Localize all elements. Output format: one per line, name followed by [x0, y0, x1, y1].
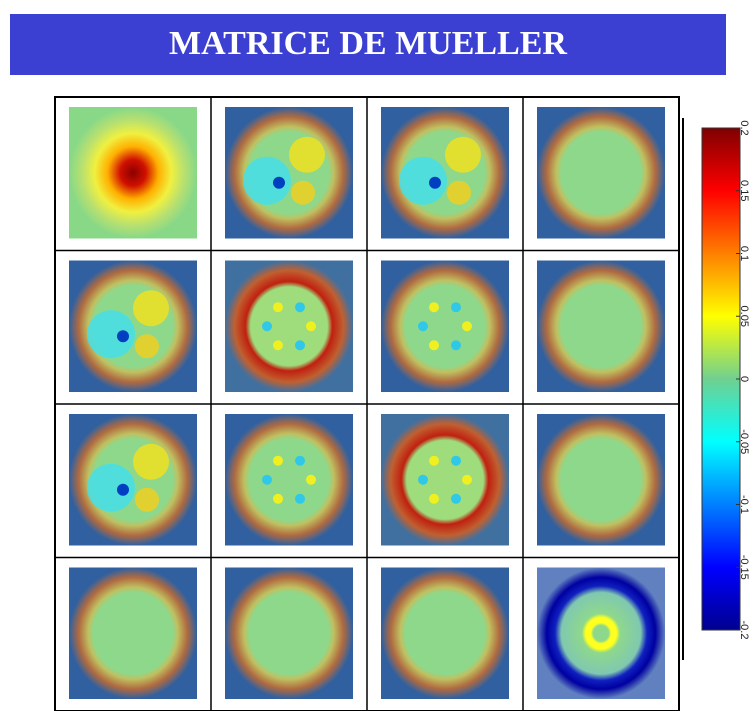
colorbar — [701, 127, 741, 631]
spot — [429, 302, 439, 313]
element-image-shade — [381, 414, 509, 546]
spot — [306, 474, 316, 485]
lobe — [133, 443, 169, 480]
lobe — [135, 487, 159, 512]
spot — [451, 455, 461, 466]
spot — [273, 493, 283, 504]
spot — [429, 340, 439, 351]
lobe — [445, 136, 481, 173]
spot — [451, 340, 461, 351]
spot — [262, 474, 272, 485]
matrix-grid — [54, 96, 680, 711]
tick-label: 0.05 — [738, 306, 750, 327]
spot — [462, 321, 472, 332]
spot — [273, 302, 283, 313]
spot — [262, 321, 272, 332]
element-image-shade — [537, 567, 665, 699]
spot — [429, 493, 439, 504]
lobe — [429, 176, 441, 189]
element-image-shade — [537, 260, 665, 392]
tick-label: -0.05 — [738, 429, 750, 454]
spot — [273, 340, 283, 351]
lobe — [135, 334, 159, 359]
element-image-shade — [225, 567, 353, 699]
element-image-shade — [225, 414, 353, 546]
title: MATRICE DE MUELLER — [169, 25, 567, 62]
tick-label: 0.2 — [738, 120, 750, 135]
tick-label: 0.1 — [738, 246, 750, 261]
spot — [451, 493, 461, 504]
element-image-shade — [225, 260, 353, 392]
lobe — [447, 180, 471, 205]
spot — [295, 302, 305, 313]
title-bar — [10, 14, 726, 75]
element-image-shade — [381, 567, 509, 699]
spot — [273, 455, 283, 466]
tick-label: -0.1 — [738, 495, 750, 514]
colorbar-ticks: 0.2 0.15 0.1 0.05 0 -0.05 -0.1 -0.15 -0.2 — [736, 120, 750, 639]
spot — [429, 455, 439, 466]
lobe — [291, 180, 315, 205]
tick-label: 0.15 — [738, 180, 750, 201]
spot — [295, 455, 305, 466]
lobe — [87, 463, 135, 512]
element-image-shade — [537, 107, 665, 239]
spot — [451, 302, 461, 313]
lobe — [117, 483, 129, 496]
element-image-shade — [69, 567, 197, 699]
spot — [295, 493, 305, 504]
lobe — [273, 176, 285, 189]
tick-label: -0.2 — [738, 621, 750, 640]
spot — [418, 321, 428, 332]
lobe — [117, 330, 129, 343]
tick-label: -0.15 — [738, 555, 750, 580]
lobe — [87, 310, 135, 359]
lobe — [289, 136, 325, 173]
element-image-shade — [381, 260, 509, 392]
spot — [418, 474, 428, 485]
spot — [306, 321, 316, 332]
lobe — [243, 156, 291, 205]
spot — [295, 340, 305, 351]
lobe — [133, 290, 169, 327]
spot — [462, 474, 472, 485]
element-image-shade — [537, 414, 665, 546]
element-image-shade — [69, 107, 197, 239]
tick-label: 0 — [738, 376, 750, 382]
lobe — [399, 156, 447, 205]
